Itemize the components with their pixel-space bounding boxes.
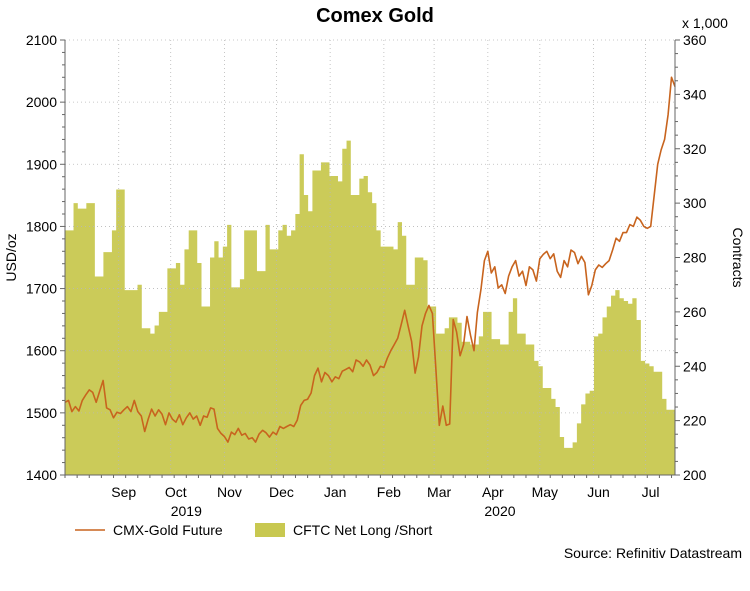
y-right-tick-label: 240 [683, 358, 707, 374]
y-axis-right-label: Contracts [730, 228, 746, 288]
y-left-tick-label: 1700 [26, 281, 57, 297]
y-left-tick-label: 1400 [26, 467, 57, 483]
x-year-label: 2019 [171, 503, 202, 519]
y-left-tick-label: 1800 [26, 218, 57, 234]
y-right-tick-label: 220 [683, 413, 707, 429]
x-month-label: Jun [587, 484, 610, 500]
y-right-tick-label: 260 [683, 304, 707, 320]
cftc-area-series [65, 140, 675, 475]
legend-swatch-cftc-area [255, 523, 285, 537]
y-left-tick-label: 2100 [26, 32, 57, 48]
right-axis-multiplier: x 1,000 [682, 15, 728, 31]
y-right-tick-label: 280 [683, 250, 707, 266]
x-month-label: Sep [111, 484, 136, 500]
x-year-label: 2020 [484, 503, 515, 519]
axes [60, 39, 680, 478]
y-left-tick-label: 1500 [26, 405, 57, 421]
y-left-tick-label: 2000 [26, 94, 57, 110]
tick-labels: 1400 1500 1600 1700 1800 1900 2000 2100 200 220 24… [26, 32, 707, 519]
y-axis-left-label: USD/oz [3, 233, 19, 281]
x-month-label: Nov [217, 484, 242, 500]
gold-price-line [64, 76, 676, 443]
source-note: Source: Refinitiv Datastream [564, 545, 742, 561]
legend-label-gold: CMX-Gold Future [113, 522, 223, 538]
x-month-label: Jul [642, 484, 660, 500]
y-right-tick-label: 360 [683, 32, 707, 48]
y-right-tick-label: 340 [683, 86, 707, 102]
chart-title: Comex Gold [316, 5, 434, 27]
x-month-label: May [532, 484, 558, 500]
x-month-label: Dec [269, 484, 294, 500]
x-month-label: Apr [482, 484, 504, 500]
legend-label-cftc: CFTC Net Long /Short [293, 522, 432, 538]
x-month-label: Feb [377, 484, 401, 500]
y-right-tick-label: 200 [683, 467, 707, 483]
gold-line-series [64, 76, 676, 443]
y-right-tick-label: 300 [683, 195, 707, 211]
x-month-label: Mar [427, 484, 451, 500]
x-month-label: Oct [165, 484, 187, 500]
y-right-tick-label: 320 [683, 141, 707, 157]
y-left-tick-label: 1900 [26, 156, 57, 172]
legend: CMX-Gold Future CFTC Net Long /Short [75, 522, 432, 538]
x-month-label: Jan [324, 484, 347, 500]
y-left-tick-label: 1600 [26, 343, 57, 359]
cftc-area-fill [65, 140, 675, 475]
